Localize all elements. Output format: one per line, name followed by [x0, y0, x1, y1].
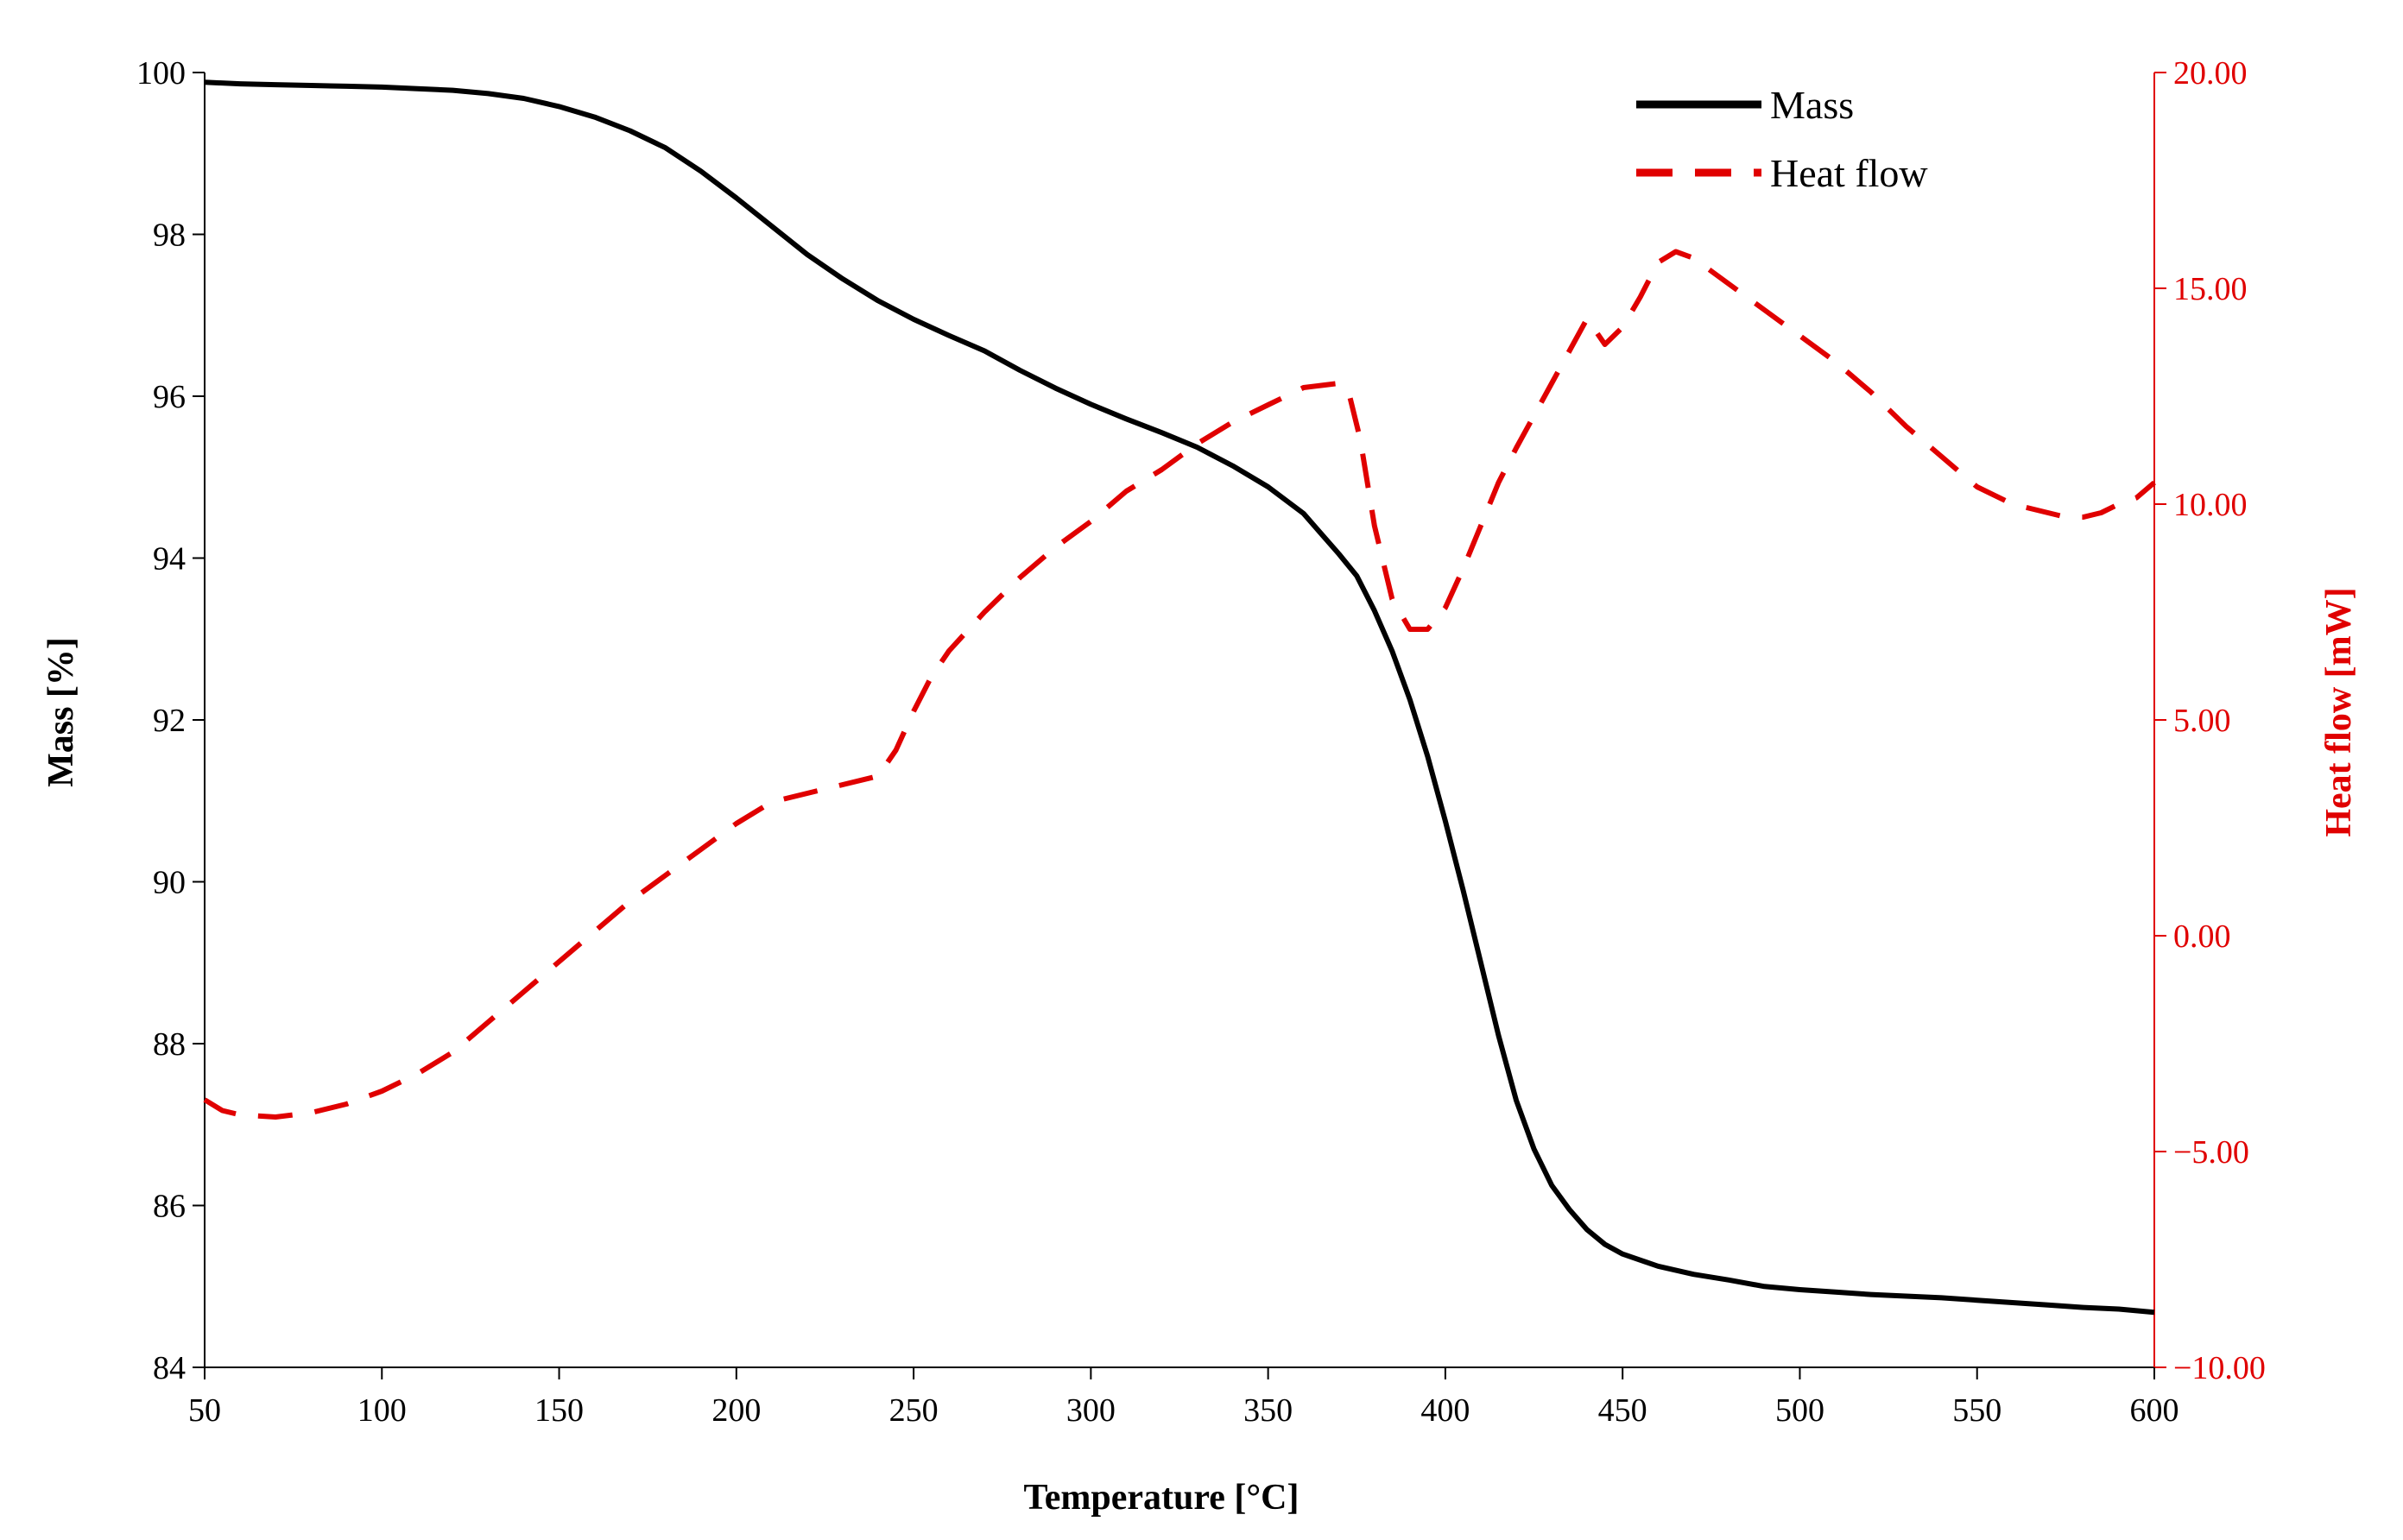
axes	[204, 73, 2155, 1368]
legend-heat-flow-label: Heat flow	[1770, 151, 1928, 195]
left-tick-label: 86	[153, 1189, 186, 1225]
x-tick-label: 250	[889, 1392, 939, 1429]
legend: Mass Heat flow	[1636, 83, 1928, 195]
y2-axis-title: Heat flow [mW]	[2319, 587, 2359, 836]
x-tick-label: 600	[2130, 1392, 2179, 1429]
x-tick-label: 450	[1598, 1392, 1647, 1429]
left-tick-label: 88	[153, 1026, 186, 1063]
right-tick-label: 0.00	[2173, 918, 2231, 955]
x-tick-label: 50	[188, 1392, 221, 1429]
x-tick-label: 300	[1066, 1392, 1116, 1429]
x-tick-label: 350	[1243, 1392, 1293, 1429]
x-tick-label: 200	[711, 1392, 761, 1429]
left-tick-label: 90	[153, 865, 186, 901]
x-tick-label: 500	[1775, 1392, 1824, 1429]
right-tick-label: −5.00	[2173, 1134, 2249, 1171]
heat-flow-series-line	[203, 249, 2156, 1120]
y-axis-title: Mass [%]	[41, 637, 81, 787]
legend-mass-label: Mass	[1770, 83, 1854, 127]
x-tick-label: 150	[534, 1392, 584, 1429]
left-axis-ticks: 84 86 88 90 92 94 96 98 100	[136, 55, 205, 1386]
right-tick-label: 5.00	[2173, 703, 2231, 739]
left-tick-label: 96	[153, 379, 186, 415]
mass-series-line	[204, 79, 2155, 1316]
right-tick-label: 10.00	[2173, 487, 2248, 523]
right-tick-label: −10.00	[2173, 1350, 2266, 1386]
left-tick-label: 98	[153, 218, 186, 254]
left-tick-label: 84	[153, 1350, 186, 1386]
x-tick-label: 400	[1420, 1392, 1470, 1429]
x-axis-title: Temperature [°C]	[1024, 1478, 1300, 1518]
series-layer	[203, 79, 2156, 1316]
x-tick-label: 100	[357, 1392, 407, 1429]
right-axis-ticks: −10.00 −5.00 0.00 5.00 10.00 15.00 20.00	[2154, 55, 2266, 1386]
right-tick-label: 15.00	[2173, 271, 2248, 307]
left-tick-label: 100	[136, 55, 186, 92]
x-axis-ticks: 50 100 150 200 250 300 350 400 450 500 550 600	[188, 1367, 2179, 1429]
right-tick-label: 20.00	[2173, 55, 2248, 92]
left-tick-label: 94	[153, 541, 186, 578]
x-tick-label: 550	[1952, 1392, 2001, 1429]
left-tick-label: 92	[153, 703, 186, 739]
